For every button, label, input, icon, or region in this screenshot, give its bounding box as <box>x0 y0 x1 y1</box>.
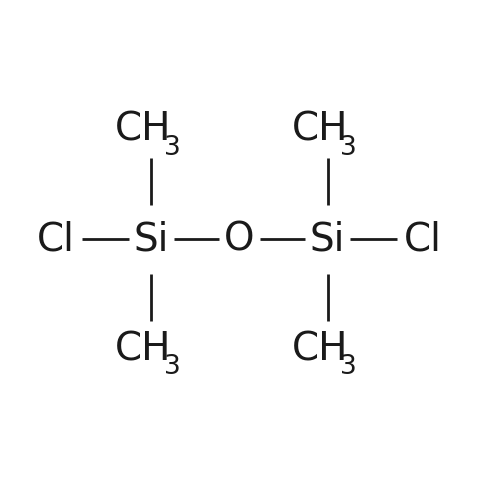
Text: CH: CH <box>115 111 172 149</box>
Text: Si: Si <box>134 220 169 259</box>
Text: Si: Si <box>310 220 345 259</box>
Text: 3: 3 <box>340 135 357 161</box>
Text: Cl: Cl <box>404 220 442 259</box>
Text: CH: CH <box>292 330 348 368</box>
Text: O: O <box>224 220 255 259</box>
Text: Cl: Cl <box>37 220 75 259</box>
Text: CH: CH <box>115 330 172 368</box>
Text: 3: 3 <box>340 354 357 380</box>
Text: 3: 3 <box>164 135 181 161</box>
Text: 3: 3 <box>164 354 181 380</box>
Text: CH: CH <box>292 111 348 149</box>
